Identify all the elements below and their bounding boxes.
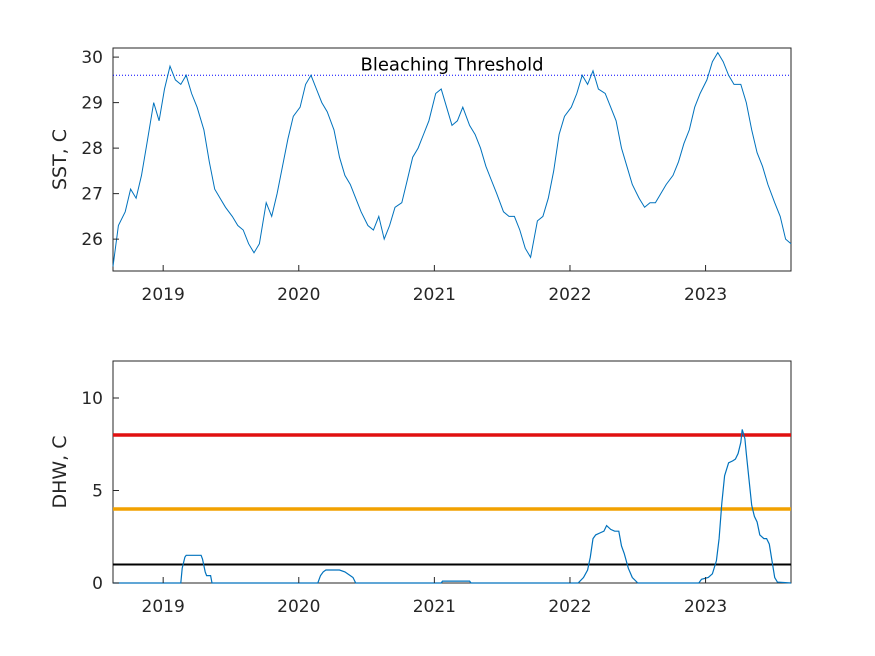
sst-axes-box <box>112 47 792 272</box>
dhw-series-line <box>113 429 792 584</box>
sst-series-line <box>112 51 792 267</box>
sst-panel: Bleaching Threshold 2019 2020 2021 2022 … <box>49 47 792 305</box>
sst-y-tick-label: 30 <box>81 48 103 68</box>
sst-x-tick-label: 2023 <box>684 285 727 305</box>
sst-x-axis: 2019 2020 2021 2022 2023 <box>142 265 727 305</box>
dhw-x-tick-label: 2021 <box>413 597 456 617</box>
sst-x-tick-label: 2022 <box>548 285 591 305</box>
dhw-y-tick-label: 5 <box>92 482 103 502</box>
sst-y-tick-label: 29 <box>81 94 103 114</box>
dhw-x-tick-label: 2022 <box>548 597 591 617</box>
sst-y-axis: 26 27 28 29 30 <box>81 48 119 250</box>
sst-y-tick-label: 26 <box>81 230 103 250</box>
dhw-y-tick-label: 0 <box>92 574 103 594</box>
dhw-x-tick-label: 2019 <box>142 597 185 617</box>
sst-y-tick-label: 27 <box>81 185 103 205</box>
bleaching-threshold-label: Bleaching Threshold <box>360 54 543 75</box>
sst-x-tick-label: 2019 <box>142 285 185 305</box>
sst-x-tick-label: 2021 <box>413 285 456 305</box>
sst-y-tick-label: 28 <box>81 139 103 159</box>
dhw-y-axis: 0 5 10 <box>81 389 119 594</box>
dhw-x-axis: 2019 2020 2021 2022 2023 <box>142 577 727 617</box>
dhw-axes-box <box>112 360 792 584</box>
sst-y-axis-label: SST, C <box>49 129 71 190</box>
sst-x-tick-label: 2020 <box>277 285 320 305</box>
dhw-x-tick-label: 2020 <box>277 597 320 617</box>
dhw-panel: 2019 2020 2021 2022 2023 0 5 10 DHW, C <box>49 360 792 617</box>
dhw-y-axis-label: DHW, C <box>49 435 71 508</box>
dhw-y-tick-label: 10 <box>81 389 103 409</box>
dhw-x-tick-label: 2023 <box>684 597 727 617</box>
